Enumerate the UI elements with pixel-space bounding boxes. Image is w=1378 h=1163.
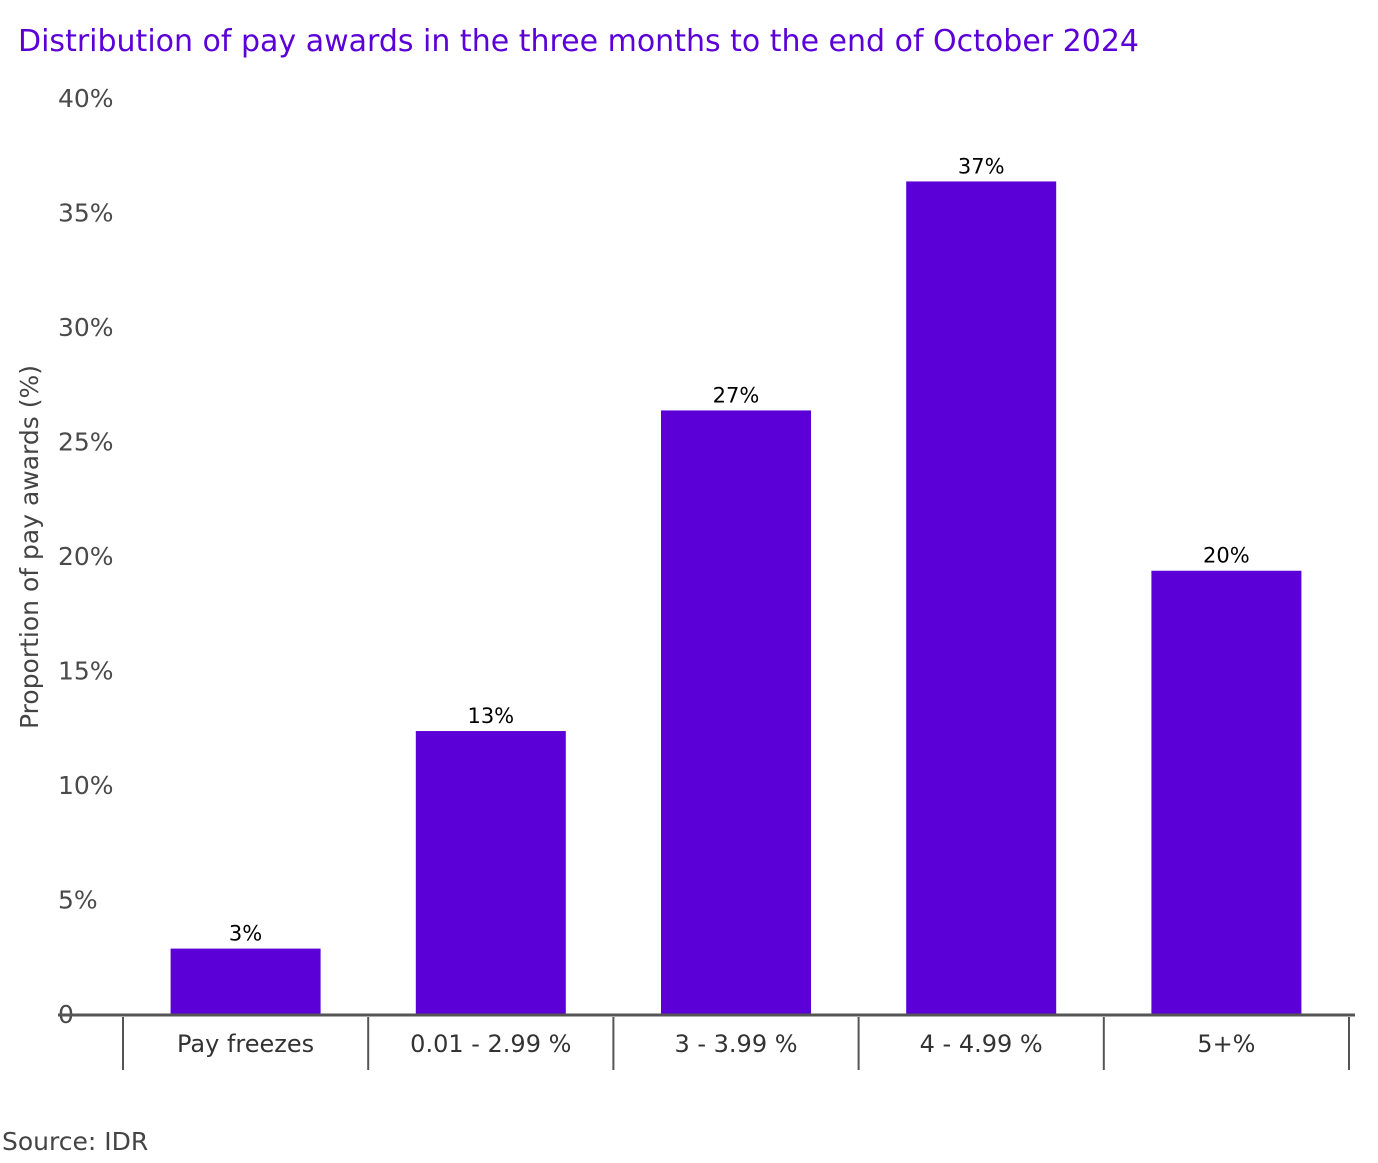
y-axis-ticks: 05%10%15%20%25%30%35%40% (58, 84, 114, 1029)
chart-title: Distribution of pay awards in the three … (18, 24, 1140, 59)
bar (415, 731, 566, 1015)
x-tick-label: 4 - 4.99 % (920, 1030, 1043, 1058)
y-tick-label: 40% (58, 84, 114, 113)
x-axis-dividers (122, 1017, 1350, 1070)
x-tick-label: 3 - 3.99 % (674, 1030, 797, 1058)
source-note: Source: IDR (2, 1127, 149, 1156)
bar (906, 181, 1057, 1015)
x-axis-labels: Pay freezes 0.01 - 2.99 % 3 - 3.99 % 4 - 4.… (177, 1030, 1255, 1058)
y-tick-label: 20% (58, 542, 114, 571)
y-tick-label: 15% (58, 657, 114, 686)
bars (170, 181, 1302, 1015)
data-label: 3% (229, 922, 262, 946)
y-tick-label: 30% (58, 313, 114, 342)
bar (1151, 570, 1302, 1015)
x-tick-label: 5+% (1197, 1030, 1255, 1058)
data-labels: 3% 13% 27% 37% 20% (229, 154, 1250, 945)
y-tick-label: 5% (58, 886, 98, 915)
data-label: 37% (958, 154, 1005, 178)
bar (661, 410, 811, 1015)
y-tick-label: 25% (58, 428, 114, 457)
y-tick-label: 10% (58, 771, 114, 800)
data-label: 27% (713, 383, 760, 407)
bar (170, 948, 321, 1015)
data-label: 20% (1203, 544, 1250, 568)
data-label: 13% (467, 704, 514, 728)
x-tick-label: Pay freezes (177, 1030, 314, 1058)
y-tick-label: 35% (58, 199, 114, 228)
x-tick-label: 0.01 - 2.99 % (410, 1030, 571, 1058)
y-axis-title: Proportion of pay awards (%) (15, 365, 44, 729)
